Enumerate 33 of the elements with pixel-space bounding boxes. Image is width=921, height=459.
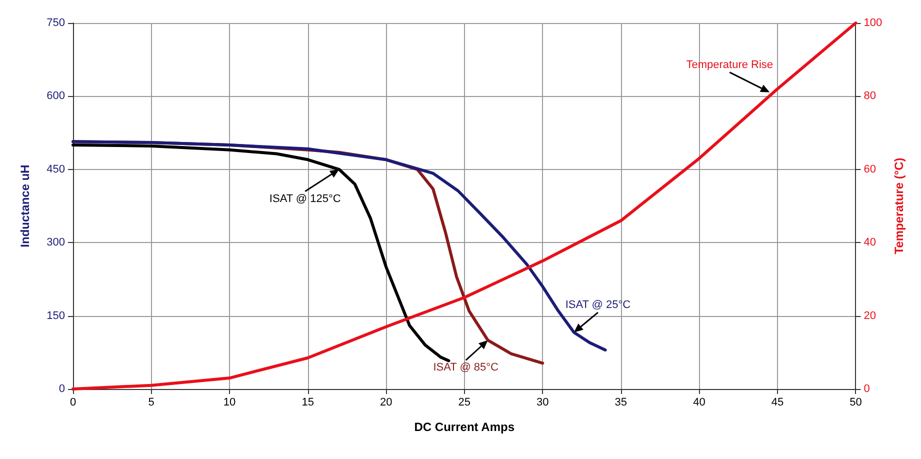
x-tick-label: 10 <box>223 396 236 408</box>
y2-tick-label: 100 <box>864 17 882 29</box>
y-tick-label: 150 <box>46 310 65 322</box>
y-tick-label: 750 <box>46 17 65 29</box>
y-tick-label: 450 <box>46 163 65 176</box>
x-tick-label: 50 <box>850 396 862 408</box>
x-tick-label: 30 <box>536 396 549 408</box>
y2-axis-title: Temperature (°C) <box>892 158 906 254</box>
x-tick-label: 20 <box>380 396 392 408</box>
x-tick-label: 25 <box>458 396 470 408</box>
annotation: ISAT @ 125°C <box>269 192 341 205</box>
x-axis-title: DC Current Amps <box>414 420 515 434</box>
y-tick-label: 600 <box>46 90 65 102</box>
annotation: Temperature Rise <box>686 58 774 71</box>
line-series <box>72 22 858 390</box>
x-tick-label: 5 <box>148 396 154 408</box>
x-tick-label: 40 <box>693 396 706 408</box>
y-tick-label: 300 <box>46 236 65 249</box>
x-tick-label: 35 <box>614 396 628 408</box>
y2-tick-label: 0 <box>864 383 870 395</box>
y-axis-title: Inductance uH <box>18 164 32 248</box>
x-tick-label: 15 <box>302 396 314 408</box>
line-series <box>72 140 607 352</box>
y2-tick-label: 20 <box>864 310 876 322</box>
x-tick-label: 45 <box>771 396 784 408</box>
x-tick-label: 0 <box>70 396 76 408</box>
line-series <box>72 144 450 362</box>
y2-tick-label: 40 <box>864 236 876 249</box>
y2-tick-label: 60 <box>864 163 876 176</box>
annotation: ISAT @ 25°C <box>565 298 631 311</box>
annotation: ISAT @ 85°C <box>433 362 499 374</box>
y2-tick-label: 80 <box>864 90 876 102</box>
y-tick-label: 0 <box>58 383 65 395</box>
